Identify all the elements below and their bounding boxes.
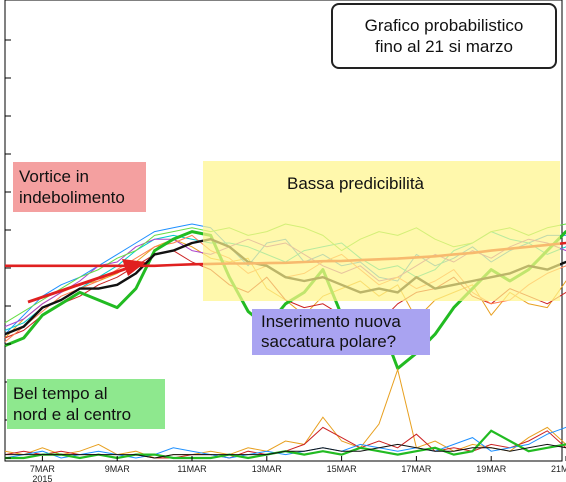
chart-title-line-2: fino al 21 si marzo: [375, 37, 513, 56]
chart-title-line-1: Grafico probabilistico: [364, 16, 524, 35]
new-trough-label: Inserimento nuova saccatura polare?: [252, 309, 430, 355]
fair-weather-label: Bel tempo al nord e al centro: [7, 379, 165, 429]
new-trough-line-2: saccatura polare?: [261, 332, 397, 351]
x-tick-label-21MAR: 21MAR: [551, 464, 566, 474]
x-year-label: 2015: [32, 474, 52, 482]
chart-title-box: Grafico probabilistico fino al 21 si mar…: [331, 3, 557, 69]
trend-arrow-shaft: [27, 266, 129, 304]
new-trough-line-1: Inserimento nuova: [261, 312, 401, 331]
x-tick-label-11MAR: 11MAR: [177, 464, 207, 474]
x-tick-label-9MAR: 9MAR: [105, 464, 131, 474]
precip-line-4: [5, 443, 566, 459]
vortex-weakening-label: Vortice in indebolimento: [13, 162, 146, 212]
trend-arrow-head: [122, 259, 146, 276]
x-tick-label-13MAR: 13MAR: [252, 464, 283, 474]
x-tick-label-15MAR: 15MAR: [327, 464, 358, 474]
fair-weather-line-1: Bel tempo al: [13, 384, 108, 403]
precip-line-3: [5, 429, 566, 460]
fair-weather-line-2: nord e al centro: [13, 405, 132, 424]
x-tick-label-7MAR: 7MAR: [30, 464, 56, 474]
x-tick-label-19MAR: 19MAR: [476, 464, 507, 474]
x-tick-label-17MAR: 17MAR: [401, 464, 432, 474]
vortex-line-1: Vortice in: [19, 167, 89, 186]
vortex-line-2: indebolimento: [19, 188, 125, 207]
low-predictability-zone: Bassa predicibilità: [203, 161, 560, 301]
low-predictability-label: Bassa predicibilità: [287, 174, 425, 193]
